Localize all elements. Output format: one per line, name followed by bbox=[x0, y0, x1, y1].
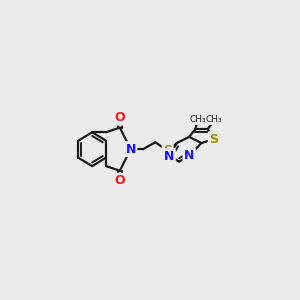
Text: N: N bbox=[164, 150, 174, 163]
Text: CH₃: CH₃ bbox=[189, 116, 206, 124]
Text: O: O bbox=[115, 111, 125, 124]
Text: N: N bbox=[184, 149, 194, 162]
Text: O: O bbox=[115, 174, 125, 187]
Text: S: S bbox=[163, 144, 172, 157]
Text: N: N bbox=[125, 143, 136, 156]
Text: S: S bbox=[209, 133, 218, 146]
Text: CH₃: CH₃ bbox=[206, 116, 222, 124]
